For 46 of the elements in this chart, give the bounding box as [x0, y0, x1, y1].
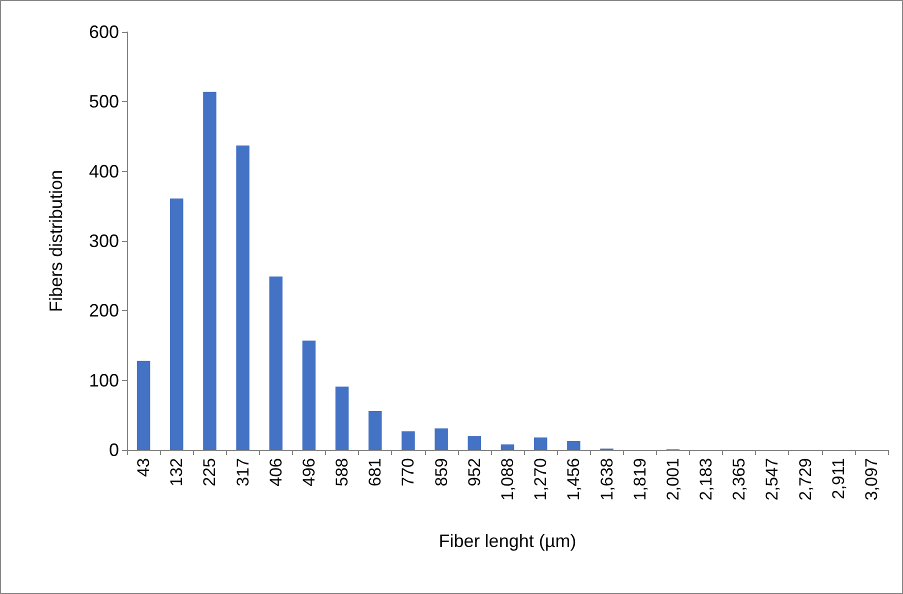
x-tick-label: 2,365 — [730, 458, 749, 501]
bar — [335, 386, 349, 450]
x-tick-label: 952 — [464, 458, 484, 486]
bar — [170, 198, 184, 450]
bar — [434, 428, 448, 450]
x-tick-label: 317 — [233, 458, 252, 486]
x-tick-label: 132 — [167, 458, 186, 486]
x-tick-label: 3,097 — [862, 458, 881, 501]
x-tick-label: 1,456 — [564, 458, 584, 501]
x-tick-label: 406 — [266, 458, 286, 486]
x-tick-label: 2,729 — [796, 458, 815, 501]
bar — [402, 431, 415, 450]
x-tick-label: 43 — [134, 458, 154, 477]
y-tick-label: 300 — [88, 231, 119, 251]
bar — [302, 340, 316, 450]
bar — [136, 360, 150, 450]
y-tick-label: 200 — [88, 300, 119, 321]
x-tick-label: 859 — [432, 458, 451, 486]
x-tick-label: 681 — [366, 458, 385, 486]
bar — [203, 92, 216, 450]
x-tick-label: 225 — [200, 458, 220, 486]
y-tick-label: 500 — [88, 92, 119, 112]
y-axis-title: Fibers distribution — [46, 170, 66, 312]
x-tick-label: 1,638 — [597, 458, 616, 501]
x-tick-label: 588 — [332, 458, 352, 486]
x-tick-label: 496 — [299, 458, 318, 486]
x-tick-label: 1,088 — [498, 458, 517, 501]
x-tick-label: 1,819 — [630, 458, 650, 501]
y-tick-label: 0 — [108, 440, 119, 460]
bar — [236, 146, 250, 450]
x-tick-label: 2,183 — [696, 458, 716, 501]
x-tick-label: 2,911 — [828, 458, 848, 500]
bar — [368, 410, 382, 450]
y-tick-label: 100 — [88, 370, 119, 390]
x-tick-label: 770 — [398, 458, 418, 486]
bar — [534, 437, 548, 450]
y-tick-label: 600 — [88, 22, 119, 42]
x-tick-label: 2,547 — [762, 458, 782, 501]
x-tick-label: 1,270 — [531, 458, 550, 501]
bar — [567, 440, 580, 450]
bar — [468, 436, 482, 450]
bar — [500, 444, 514, 450]
x-tick-label: 2,001 — [663, 458, 682, 501]
bar — [269, 276, 283, 450]
x-axis-title: Fiber lenght (µm) — [438, 531, 576, 551]
y-tick-label: 400 — [88, 161, 119, 182]
